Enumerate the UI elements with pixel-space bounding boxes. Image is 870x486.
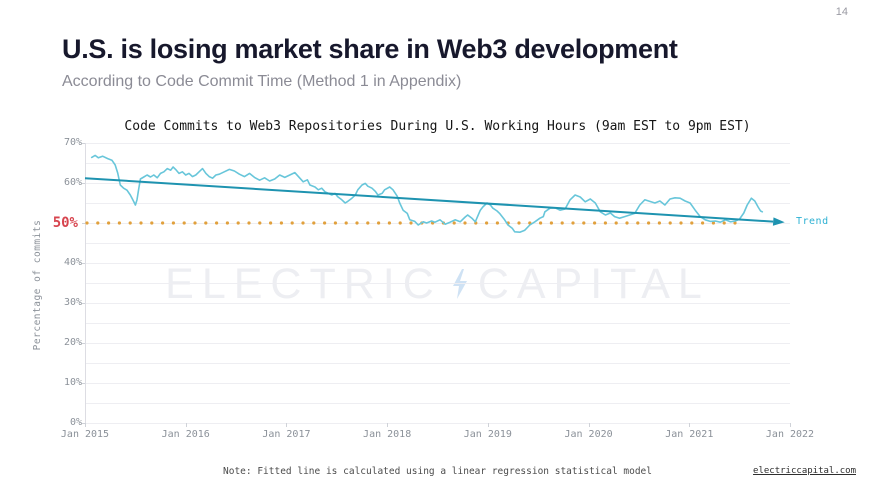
y-tick-label: 60% <box>63 177 82 188</box>
slide-title: U.S. is losing market share in Web3 deve… <box>62 34 678 64</box>
fifty-percent-dotted-line-dot <box>485 221 489 225</box>
x-tick-label: Jan 2016 <box>161 429 210 440</box>
fifty-percent-dotted-line-dot <box>398 221 402 225</box>
fifty-percent-dotted-line-dot <box>657 221 662 225</box>
fifty-percent-dotted-line-dot <box>225 221 229 225</box>
fifty-percent-dotted-line-dot <box>85 221 89 225</box>
fifty-percent-dotted-line-dot <box>150 221 154 225</box>
y-tick-label: 0% <box>69 417 82 428</box>
fifty-percent-dotted-line-dot <box>107 221 111 225</box>
x-tick-label: Jan 2019 <box>463 429 512 440</box>
fifty-percent-dotted-line-dot <box>582 221 586 225</box>
fifty-percent-dotted-line-dot <box>323 221 327 225</box>
x-tick-label: Jan 2018 <box>363 429 412 440</box>
fifty-percent-dotted-line-dot <box>117 221 121 225</box>
chart-title: Code Commits to Web3 Repositories During… <box>124 119 751 134</box>
fifty-percent-dotted-line-dot <box>711 221 716 225</box>
fifty-percent-dotted-line-dot <box>247 221 251 225</box>
trend-legend-label: Trend <box>796 216 829 227</box>
y-tick-label: 10% <box>63 377 82 388</box>
fifty-percent-dotted-line-dot <box>679 221 683 225</box>
x-tick-label: Jan 2017 <box>262 429 311 440</box>
fifty-percent-dotted-line-dot <box>647 221 651 225</box>
fifty-percent-dotted-line-dot <box>215 221 219 225</box>
fifty-percent-dotted-line-dot <box>312 221 316 225</box>
trend-line <box>84 177 774 223</box>
y-tick-label: 40% <box>63 257 82 268</box>
fifty-percent-dotted-line-dot <box>236 221 240 225</box>
fifty-percent-dotted-line-dot <box>182 221 186 225</box>
fifty-percent-reference-label: 50% <box>52 215 78 231</box>
fifty-percent-dotted-line-dot <box>409 221 413 225</box>
fifty-percent-dotted-line-dot <box>387 221 391 225</box>
slide-subtitle: According to Code Commit Time (Method 1 … <box>62 73 462 90</box>
fifty-percent-dotted-line-dot <box>668 221 672 225</box>
fifty-percent-dotted-line-dot <box>517 221 521 225</box>
fifty-percent-dotted-line-dot <box>171 221 175 225</box>
fifty-percent-dotted-line-dot <box>279 221 283 225</box>
fifty-percent-dotted-line-dot <box>603 221 608 225</box>
fifty-percent-dotted-line-dot <box>690 221 694 225</box>
fifty-percent-dotted-line-dot <box>571 221 575 225</box>
fifty-percent-dotted-line-dot <box>344 221 348 225</box>
y-tick-label: 70% <box>63 137 82 148</box>
fifty-percent-dotted-line-dot <box>301 221 305 225</box>
fifty-percent-dotted-line-dot <box>355 221 359 225</box>
fifty-percent-dotted-line-dot <box>128 221 132 225</box>
page-number: 14 <box>835 6 848 18</box>
fifty-percent-dotted-line-dot <box>614 221 618 225</box>
y-tick-label: 30% <box>63 297 82 308</box>
fifty-percent-dotted-line-dot <box>452 221 456 225</box>
fifty-percent-dotted-line-dot <box>333 221 337 225</box>
fifty-percent-dotted-line-dot <box>290 221 294 225</box>
electriccapital-link[interactable]: electriccapital.com <box>753 466 856 476</box>
fifty-percent-dotted-line-dot <box>625 221 629 225</box>
fifty-percent-dotted-line-dot <box>161 221 165 225</box>
x-tick-label: Jan 2015 <box>60 429 110 440</box>
fifty-percent-dotted-line-dot <box>258 221 262 225</box>
fifty-percent-dotted-line-dot <box>593 221 597 225</box>
fifty-percent-dotted-line-dot <box>269 221 273 225</box>
x-tick-label: Jan 2021 <box>665 429 714 440</box>
y-tick-label: 20% <box>63 337 82 348</box>
fifty-percent-dotted-line-dot <box>366 221 370 225</box>
fifty-percent-dotted-line-dot <box>463 221 467 225</box>
fifty-percent-dotted-line-dot <box>539 221 543 225</box>
fifty-percent-dotted-line-dot <box>193 221 197 225</box>
fifty-percent-dotted-line-dot <box>377 221 381 225</box>
fifty-percent-dotted-line-dot <box>549 221 554 225</box>
fifty-percent-dotted-line-dot <box>722 221 726 225</box>
fifty-percent-dotted-line-dot <box>733 221 737 225</box>
fifty-percent-dotted-line-dot <box>139 221 143 225</box>
fifty-percent-dotted-line-dot <box>701 221 705 225</box>
fifty-percent-dotted-line-dot <box>204 221 208 225</box>
fifty-percent-dotted-line-dot <box>560 221 564 225</box>
us-commits-share-line <box>90 154 764 233</box>
trend-arrowhead-icon <box>772 217 785 226</box>
x-tick-label: Jan 2020 <box>564 429 613 440</box>
fifty-percent-dotted-line-dot <box>495 221 499 225</box>
x-tick-label: Jan 2022 <box>765 429 815 440</box>
fifty-percent-dotted-line-dot <box>636 221 640 225</box>
footnote: Note: Fitted line is calculated using a … <box>223 466 652 477</box>
fifty-percent-dotted-line-dot <box>96 221 100 225</box>
